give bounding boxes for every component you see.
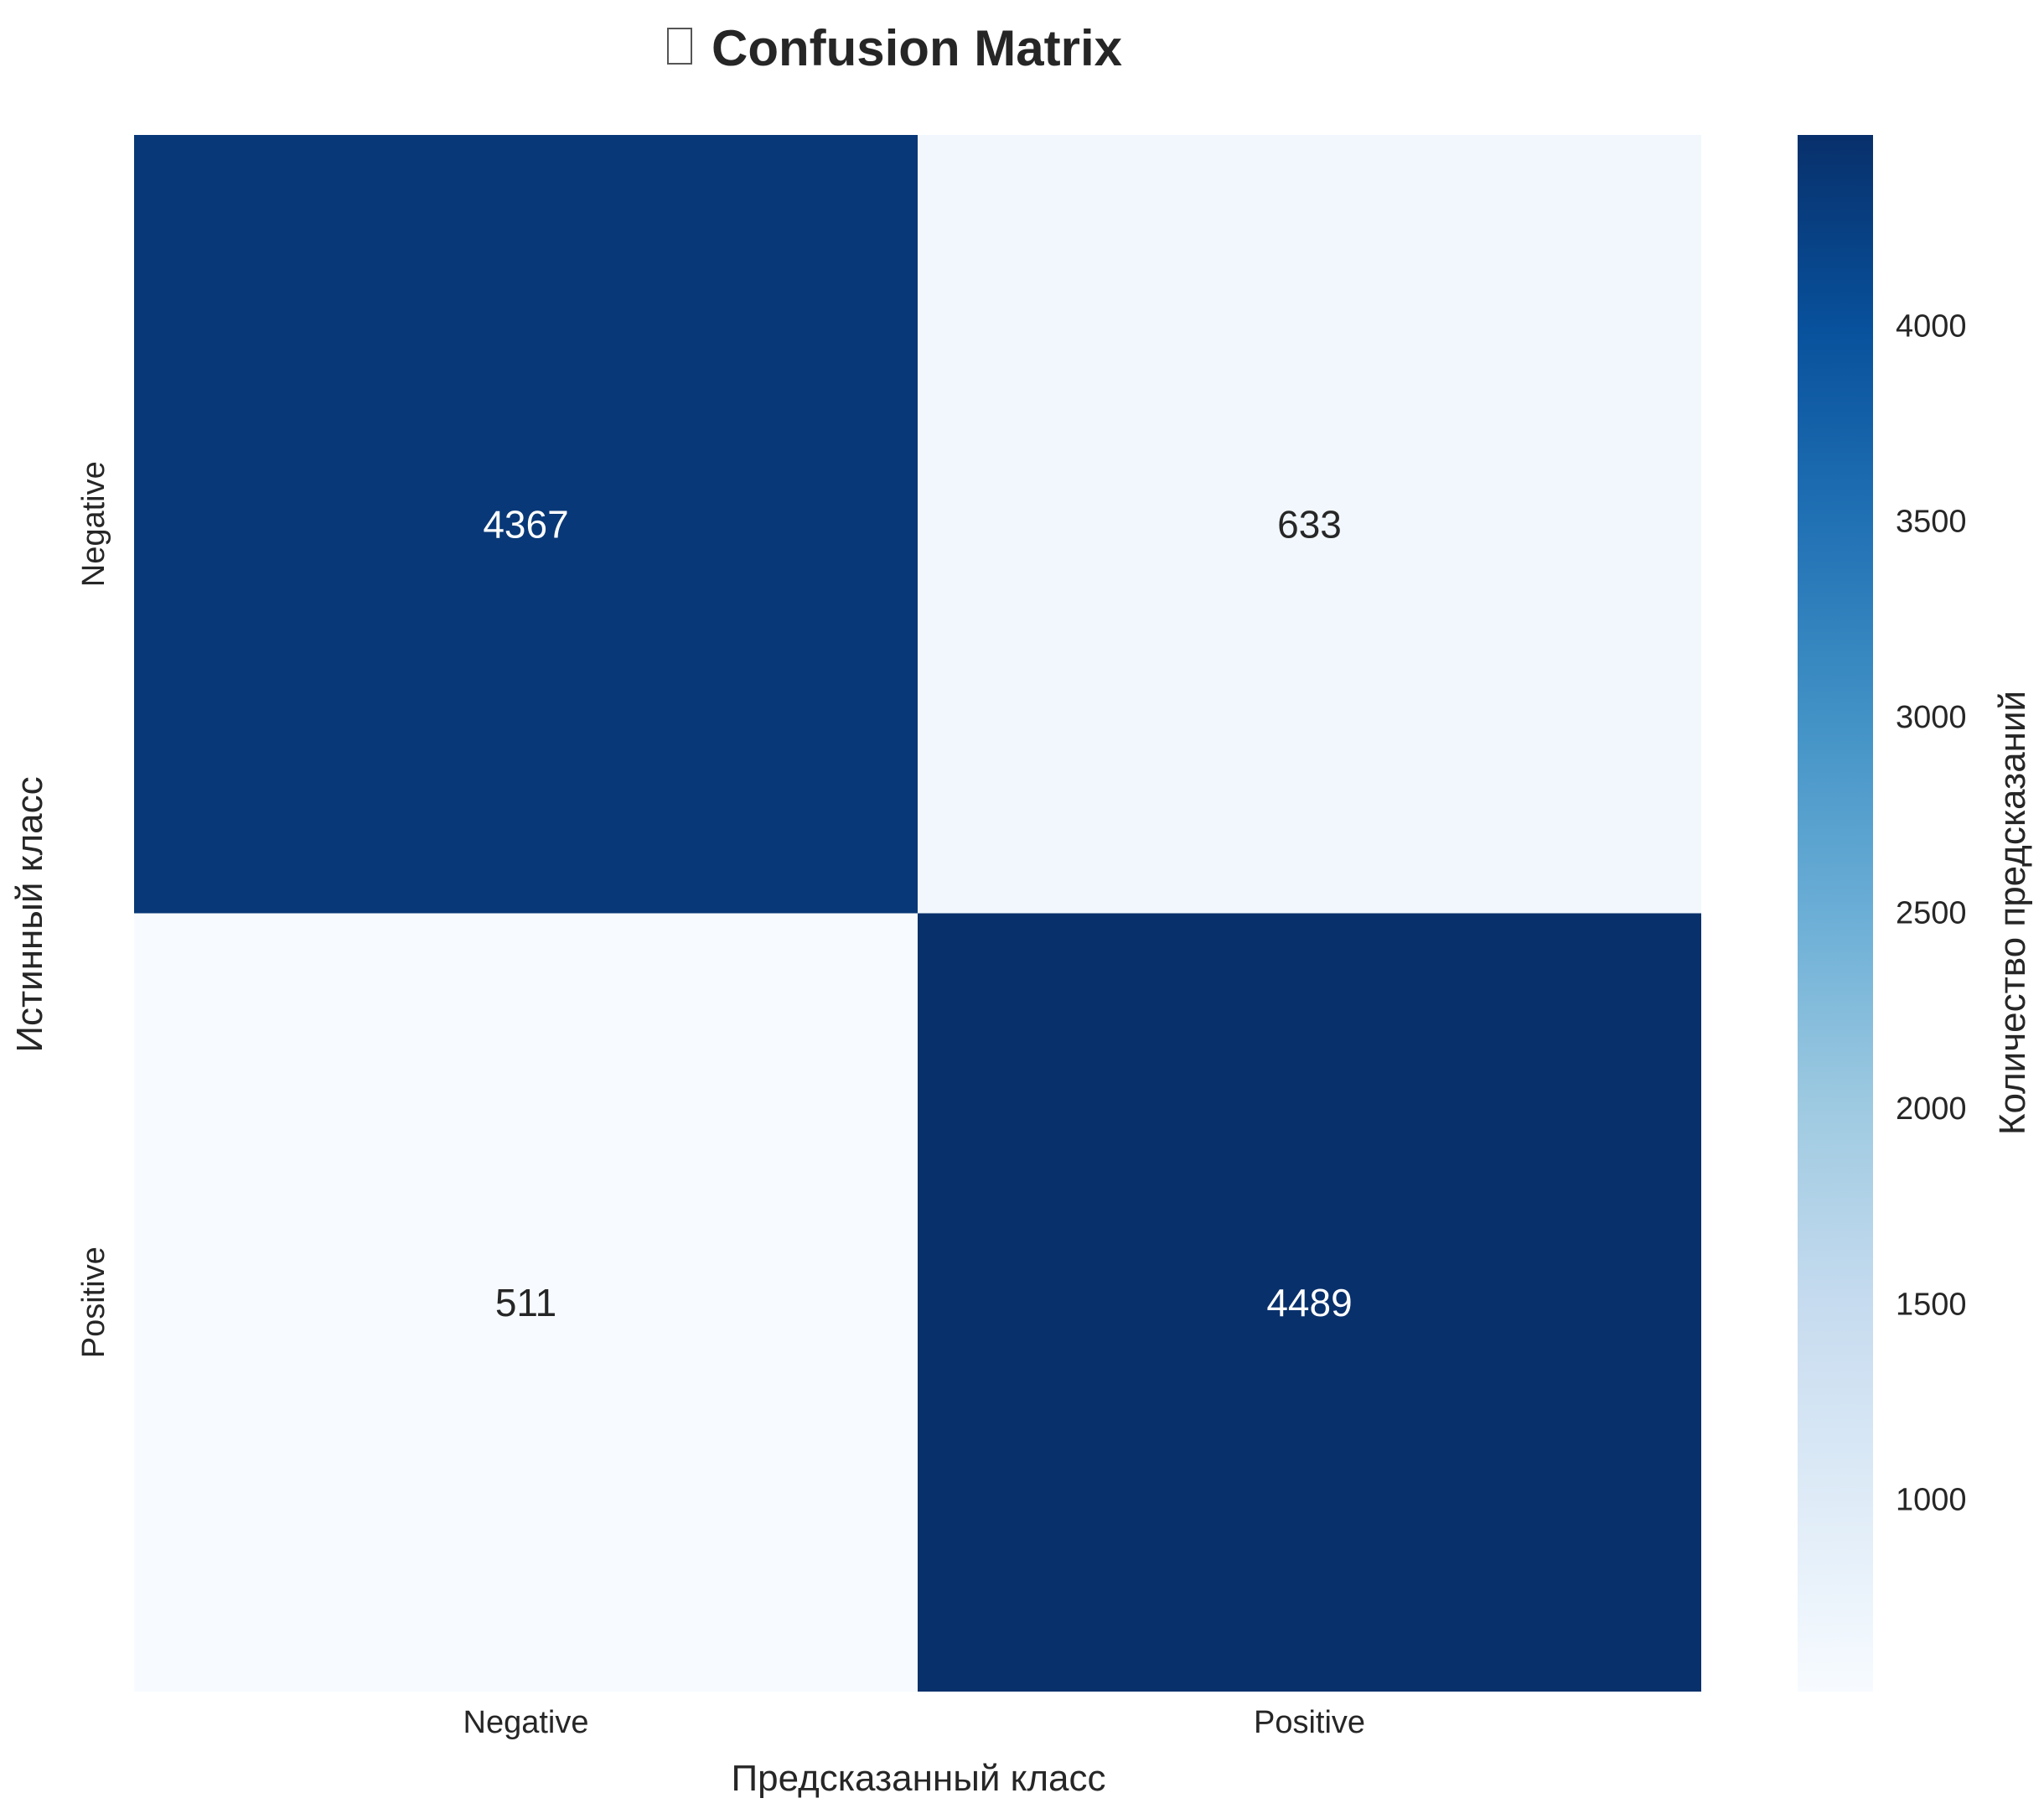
x-tick-labels: Negative Positive <box>463 1705 1366 1740</box>
cell-value-label: 4489 <box>1266 1281 1352 1324</box>
y-tick-label: Positive <box>76 1246 111 1358</box>
colorbar-tick-label: 4000 <box>1896 308 1967 344</box>
y-tick-label: Negative <box>76 461 111 587</box>
colorbar <box>1798 135 1873 1692</box>
cell-value-label: 4367 <box>483 502 568 546</box>
cell-value-label: 511 <box>495 1281 556 1324</box>
cell-annotations: 4367 633 511 4489 <box>483 502 1352 1324</box>
colorbar-tick-labels: 1000 1500 2000 2500 3000 3500 4000 <box>1896 308 1967 1517</box>
x-tick-label: Negative <box>463 1705 589 1740</box>
missing-glyph-icon <box>667 28 692 65</box>
colorbar-tick-label: 1500 <box>1896 1287 1967 1322</box>
colorbar-tick-label: 2500 <box>1896 896 1967 931</box>
heatmap-cell <box>134 913 918 1692</box>
chart-title-text: Confusion Matrix <box>712 20 1122 76</box>
colorbar-tick-label: 3000 <box>1896 700 1967 735</box>
chart-title: Confusion Matrix <box>667 20 1122 76</box>
y-tick-labels: Negative Positive <box>76 461 111 1358</box>
colorbar-tick-label: 3500 <box>1896 505 1967 540</box>
x-tick-label: Positive <box>1254 1705 1365 1740</box>
colorbar-tick-label: 2000 <box>1896 1091 1967 1127</box>
y-axis-label: Истинный класс <box>9 776 50 1052</box>
heatmap-cell <box>918 913 1701 1692</box>
colorbar-tick-label: 1000 <box>1896 1483 1967 1518</box>
heatmap-cell <box>918 135 1701 914</box>
heatmap-cell <box>134 135 918 914</box>
colorbar-label: Количество предсказаний <box>1992 691 2033 1135</box>
x-axis-label: Предсказанный класс <box>731 1758 1105 1799</box>
cell-value-label: 633 <box>1277 502 1342 546</box>
heatmap-cells <box>134 135 1701 1692</box>
